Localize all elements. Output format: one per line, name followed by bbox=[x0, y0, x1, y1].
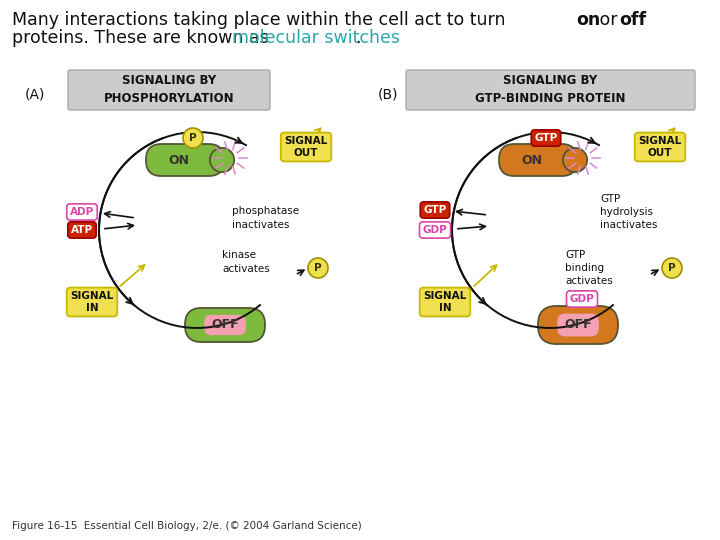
Text: GTP
hydrolysis
inactivates: GTP hydrolysis inactivates bbox=[600, 194, 657, 230]
Circle shape bbox=[210, 148, 234, 172]
Text: ATP: ATP bbox=[71, 225, 93, 235]
Text: molecular switches: molecular switches bbox=[232, 29, 400, 47]
Text: Figure 16-15  Essential Cell Biology, 2/e. (© 2004 Garland Science): Figure 16-15 Essential Cell Biology, 2/e… bbox=[12, 521, 361, 531]
FancyBboxPatch shape bbox=[406, 70, 695, 110]
Text: P: P bbox=[189, 133, 197, 143]
Text: phosphatase
inactivates: phosphatase inactivates bbox=[232, 206, 299, 230]
Text: SIGNAL
IN: SIGNAL IN bbox=[423, 291, 467, 313]
Text: on: on bbox=[576, 11, 600, 29]
Circle shape bbox=[183, 128, 203, 148]
Text: (A): (A) bbox=[25, 88, 45, 102]
Text: .: . bbox=[355, 29, 361, 47]
FancyBboxPatch shape bbox=[146, 144, 224, 176]
FancyBboxPatch shape bbox=[499, 144, 577, 176]
FancyBboxPatch shape bbox=[185, 308, 265, 342]
Text: proteins. These are known as: proteins. These are known as bbox=[12, 29, 274, 47]
Text: GTP: GTP bbox=[534, 133, 557, 143]
Text: GDP: GDP bbox=[570, 294, 595, 304]
FancyBboxPatch shape bbox=[538, 306, 618, 344]
Text: ON: ON bbox=[521, 153, 542, 166]
Text: SIGNAL
OUT: SIGNAL OUT bbox=[639, 136, 682, 158]
Circle shape bbox=[308, 258, 328, 278]
Circle shape bbox=[662, 258, 682, 278]
Text: OFF: OFF bbox=[564, 319, 592, 332]
Text: ADP: ADP bbox=[70, 207, 94, 217]
Text: OFF: OFF bbox=[211, 319, 239, 332]
FancyBboxPatch shape bbox=[204, 315, 246, 335]
Text: P: P bbox=[668, 263, 676, 273]
FancyBboxPatch shape bbox=[557, 314, 599, 336]
FancyBboxPatch shape bbox=[68, 70, 270, 110]
Circle shape bbox=[563, 148, 588, 172]
Text: Many interactions taking place within the cell act to turn: Many interactions taking place within th… bbox=[12, 11, 511, 29]
Text: GTP: GTP bbox=[423, 205, 446, 215]
Text: ON: ON bbox=[168, 153, 189, 166]
Text: GTP
binding
activates: GTP binding activates bbox=[565, 250, 613, 286]
Text: or: or bbox=[594, 11, 623, 29]
Text: SIGNAL
OUT: SIGNAL OUT bbox=[284, 136, 328, 158]
Text: off: off bbox=[619, 11, 646, 29]
Text: SIGNAL
IN: SIGNAL IN bbox=[71, 291, 114, 313]
Text: (B): (B) bbox=[378, 88, 398, 102]
Text: kinase
activates: kinase activates bbox=[222, 251, 270, 274]
Text: P: P bbox=[314, 263, 322, 273]
Text: SIGNALING BY
GTP-BINDING PROTEIN: SIGNALING BY GTP-BINDING PROTEIN bbox=[474, 75, 625, 105]
Text: GDP: GDP bbox=[423, 225, 447, 235]
Text: SIGNALING BY
PHOSPHORYLATION: SIGNALING BY PHOSPHORYLATION bbox=[104, 75, 234, 105]
